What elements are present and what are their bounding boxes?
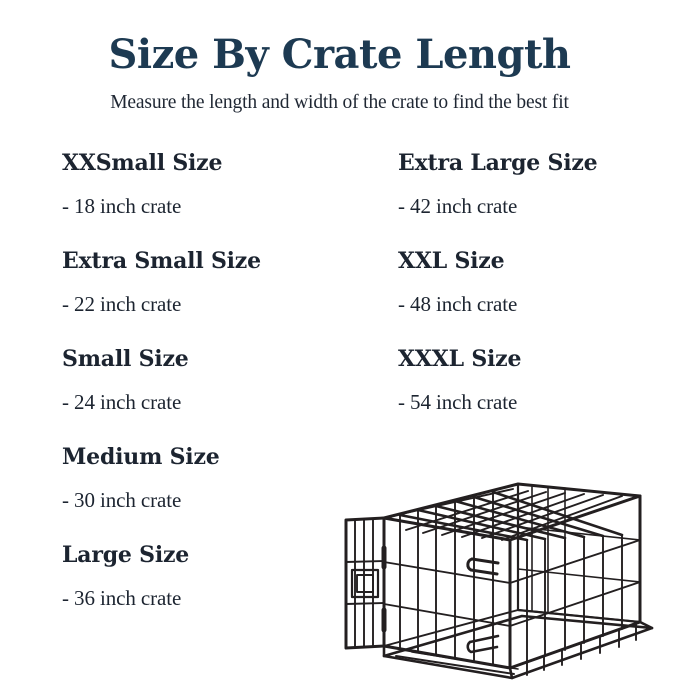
crate-illustration (322, 470, 662, 692)
size-detail: - 42 inch crate (398, 194, 518, 218)
size-detail: - 18 inch crate (62, 194, 182, 218)
page-title: Size By Crate Length (108, 30, 571, 78)
size-detail: - 54 inch crate (398, 390, 518, 414)
size-column-left: XXSmall Size - 18 inch crate Extra Small… (62, 148, 362, 612)
size-name: XXSmall Size (62, 150, 223, 176)
size-columns: XXSmall Size - 18 inch crate Extra Small… (0, 148, 679, 693)
size-name: Extra Small Size (62, 248, 261, 274)
size-entry-small: Small Size - 24 inch crate (62, 344, 362, 416)
size-entry-xxsmall: XXSmall Size - 18 inch crate (62, 148, 362, 220)
size-entry-large: Large Size - 36 inch crate (62, 540, 362, 612)
size-column-right: Extra Large Size - 42 inch crate XXL Siz… (398, 148, 668, 416)
size-entry-extra-large: Extra Large Size - 42 inch crate (398, 148, 668, 220)
size-name: XXXL Size (398, 346, 522, 372)
size-entry-xxl: XXL Size - 48 inch crate (398, 246, 668, 318)
wire-dog-crate-icon (344, 482, 654, 680)
size-name: Small Size (62, 346, 189, 372)
size-entry-extra-small: Extra Small Size - 22 inch crate (62, 246, 362, 318)
size-name: XXL Size (398, 248, 505, 274)
size-detail: - 22 inch crate (62, 292, 182, 316)
page-subtitle: Measure the length and width of the crat… (110, 91, 569, 113)
size-name: Large Size (62, 542, 190, 568)
size-detail: - 30 inch crate (62, 488, 182, 512)
size-detail: - 36 inch crate (62, 586, 182, 610)
size-entry-xxxl: XXXL Size - 54 inch crate (398, 344, 668, 416)
size-entry-medium: Medium Size - 30 inch crate (62, 442, 362, 514)
size-name: Extra Large Size (398, 150, 598, 176)
size-name: Medium Size (62, 444, 220, 470)
size-detail: - 48 inch crate (398, 292, 518, 316)
size-detail: - 24 inch crate (62, 390, 182, 414)
